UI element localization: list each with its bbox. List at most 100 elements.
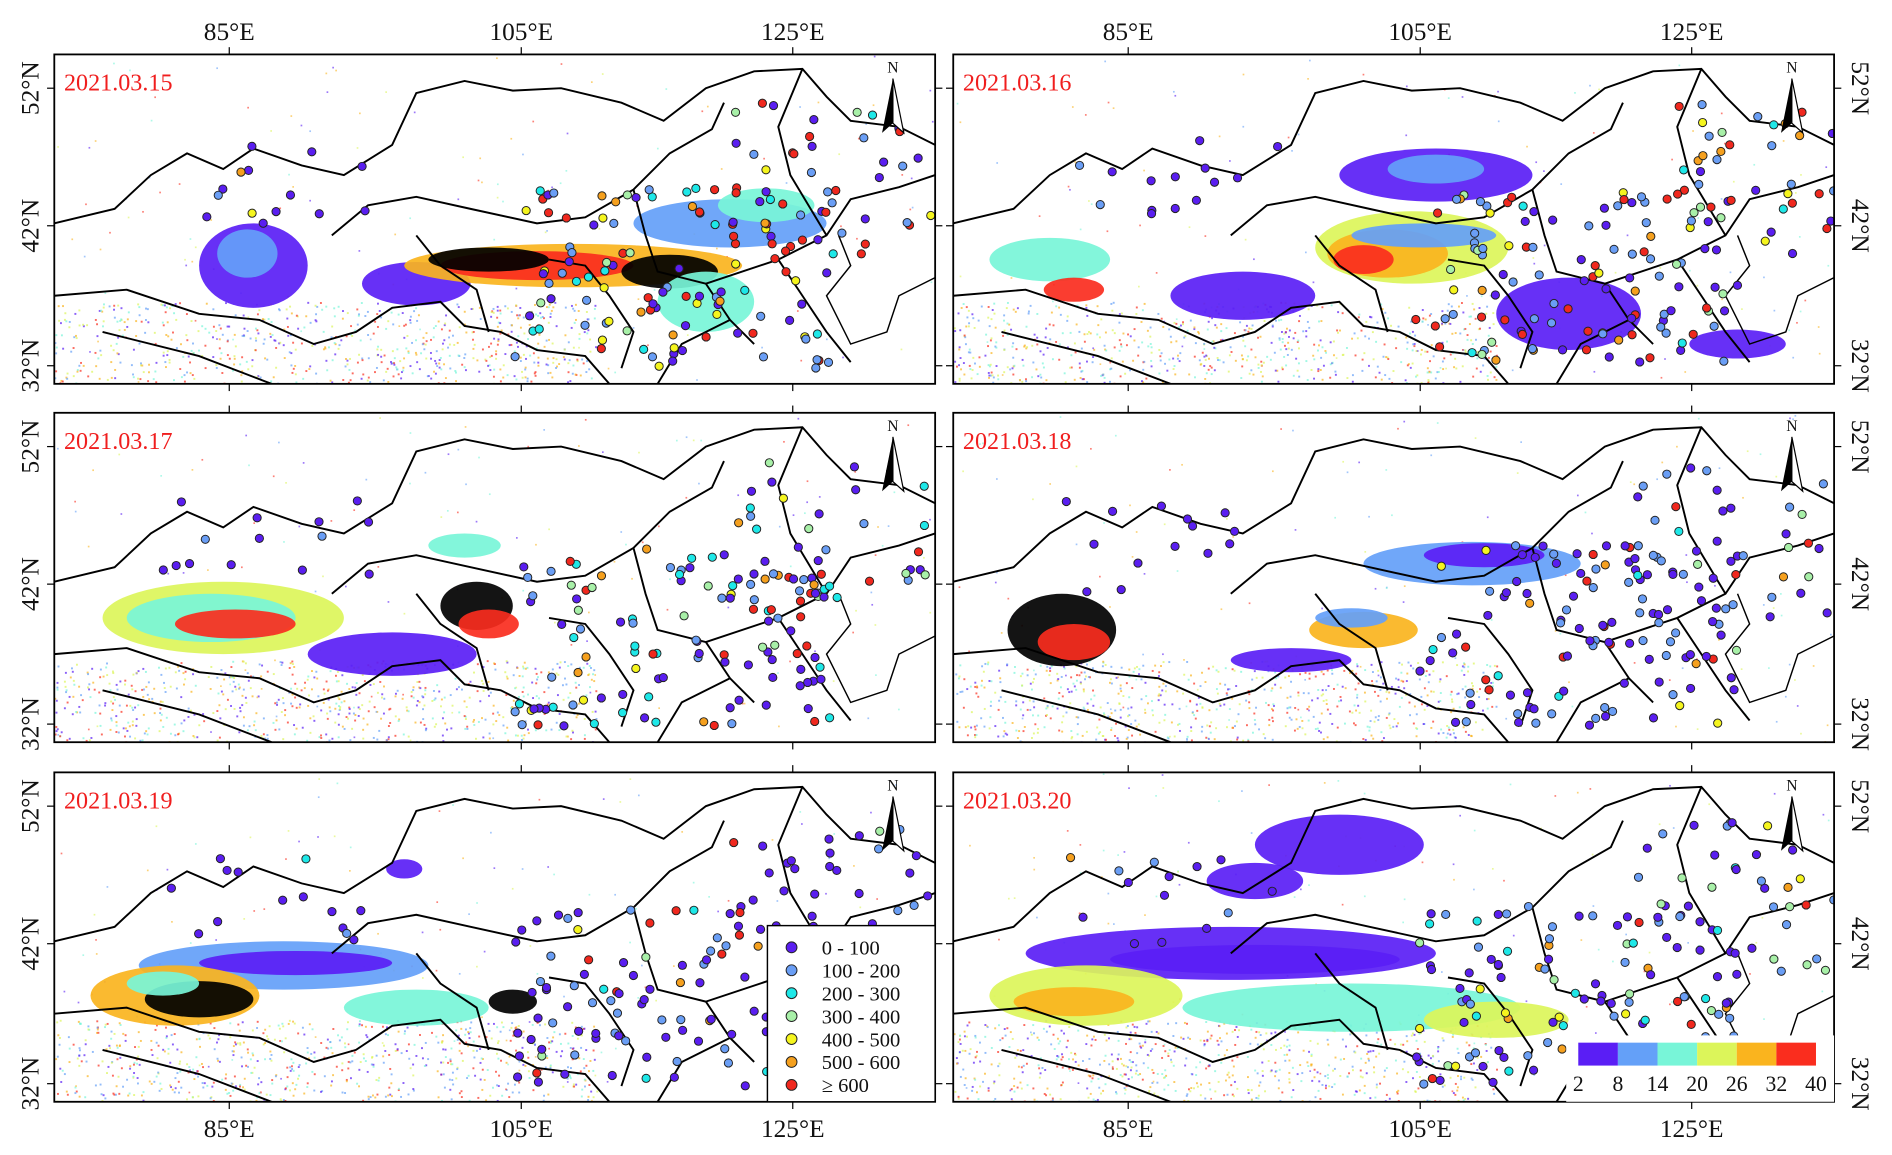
aod-pixel: [1045, 327, 1048, 330]
aod-pixel: [1354, 724, 1357, 727]
aod-pixel: [1253, 718, 1256, 721]
station-dot: [1769, 120, 1779, 130]
station-dot: [184, 559, 195, 569]
aod-pixel: [988, 374, 991, 377]
station-dot: [796, 664, 806, 674]
aod-pixel: [354, 719, 357, 722]
aod-pixel: [1130, 723, 1133, 725]
aod-pixel: [1006, 366, 1009, 369]
station-dot: [1644, 654, 1654, 664]
aod-pixel: [245, 701, 248, 704]
aod-pixel: [1204, 681, 1207, 683]
aod-pixel: [76, 370, 79, 373]
aod-pixel: [1353, 704, 1356, 707]
aod-pixel: [63, 990, 66, 993]
aod-pixel: [1308, 705, 1311, 708]
station-dot: [819, 592, 829, 602]
aod-pixel: [1110, 727, 1113, 729]
aod-pixel: [1390, 324, 1393, 327]
aod-pixel: [1427, 380, 1430, 383]
station-dot: [1627, 313, 1637, 323]
station-dot: [860, 239, 870, 249]
aod-pixel: [1257, 336, 1259, 339]
aod-pixel: [279, 1040, 282, 1042]
aod-pixel: [474, 1074, 477, 1077]
aod-pixel: [527, 1070, 530, 1073]
aod-pixel: [1003, 371, 1006, 374]
aod-pixel: [1318, 730, 1321, 732]
aod-pixel: [278, 728, 281, 731]
aod-pixel: [71, 670, 74, 673]
aod-pixel: [135, 320, 138, 323]
aod-pixel: [252, 1054, 255, 1057]
aod-pixel: [561, 1050, 564, 1053]
aod-pixel: [1082, 706, 1085, 709]
station-dot: [1477, 285, 1487, 295]
aod-pixel: [340, 701, 343, 704]
aod-pixel: [66, 1093, 69, 1096]
aod-pixel: [538, 798, 541, 801]
aod-pixel: [112, 702, 115, 705]
aod-pixel: [358, 1020, 361, 1023]
aod-pixel: [558, 666, 561, 669]
aod-pixel: [329, 379, 332, 382]
aod-pixel: [321, 308, 324, 311]
aod-pixel: [1152, 714, 1155, 717]
station-dot: [546, 294, 556, 304]
aod-pixel: [1319, 339, 1322, 342]
aod-pixel: [961, 690, 964, 693]
aod-pixel: [1133, 328, 1136, 331]
aod-pixel: [338, 344, 341, 347]
aod-pixel: [1046, 347, 1049, 349]
aod-pixel: [1045, 379, 1048, 382]
aod-pixel: [99, 724, 102, 727]
station-dot: [297, 565, 307, 575]
aod-pixel: [69, 676, 72, 679]
aod-pixel: [1061, 730, 1064, 733]
aod-pixel: [954, 360, 957, 363]
aod-pixel: [1099, 363, 1102, 366]
aod-pixel: [1386, 697, 1388, 700]
aod-pixel: [369, 381, 372, 384]
aod-pixel: [96, 1031, 99, 1034]
aod-pixel: [382, 1061, 385, 1064]
aod-pixel: [518, 314, 521, 317]
aod-pixel: [1270, 708, 1273, 711]
aod-pixel: [256, 313, 259, 316]
aod-pixel: [196, 736, 199, 739]
aod-pixel: [1292, 429, 1294, 432]
aod-pixel: [57, 1092, 59, 1095]
aod-pixel: [1141, 341, 1144, 344]
aod-pixel: [481, 717, 483, 720]
aod-pixel: [140, 364, 142, 367]
aod-pixel: [192, 352, 195, 355]
aod-pixel: [1046, 714, 1049, 716]
aod-pixel: [74, 1086, 77, 1089]
aod-pixel: [377, 345, 380, 348]
aod-pixel: [233, 363, 236, 366]
aod-pixel: [1042, 366, 1045, 369]
aod-pixel: [224, 1088, 227, 1091]
aod-pixel: [548, 1047, 550, 1050]
station-dot: [572, 594, 582, 604]
station-dot: [1517, 550, 1527, 560]
aod-pixel: [145, 730, 148, 733]
aod-pixel: [1483, 357, 1486, 360]
station-dot: [622, 326, 632, 336]
aod-pixel: [148, 698, 151, 701]
aod-pixel: [289, 1066, 292, 1069]
station-dot: [618, 708, 628, 718]
aod-pixel: [471, 331, 474, 334]
aod-pixel: [980, 717, 983, 720]
station-dot: [218, 184, 228, 194]
aod-pixel: [67, 1036, 70, 1039]
aod-pixel: [1242, 739, 1245, 742]
aod-pixel: [1492, 312, 1495, 315]
station-dot: [1531, 718, 1541, 728]
station-dot: [1751, 185, 1761, 195]
aod-pixel: [1794, 414, 1797, 417]
aod-pixel: [1472, 375, 1475, 378]
aod-pixel: [1485, 312, 1488, 315]
aod-pixel: [168, 666, 171, 669]
aod-pixel: [1275, 319, 1277, 322]
